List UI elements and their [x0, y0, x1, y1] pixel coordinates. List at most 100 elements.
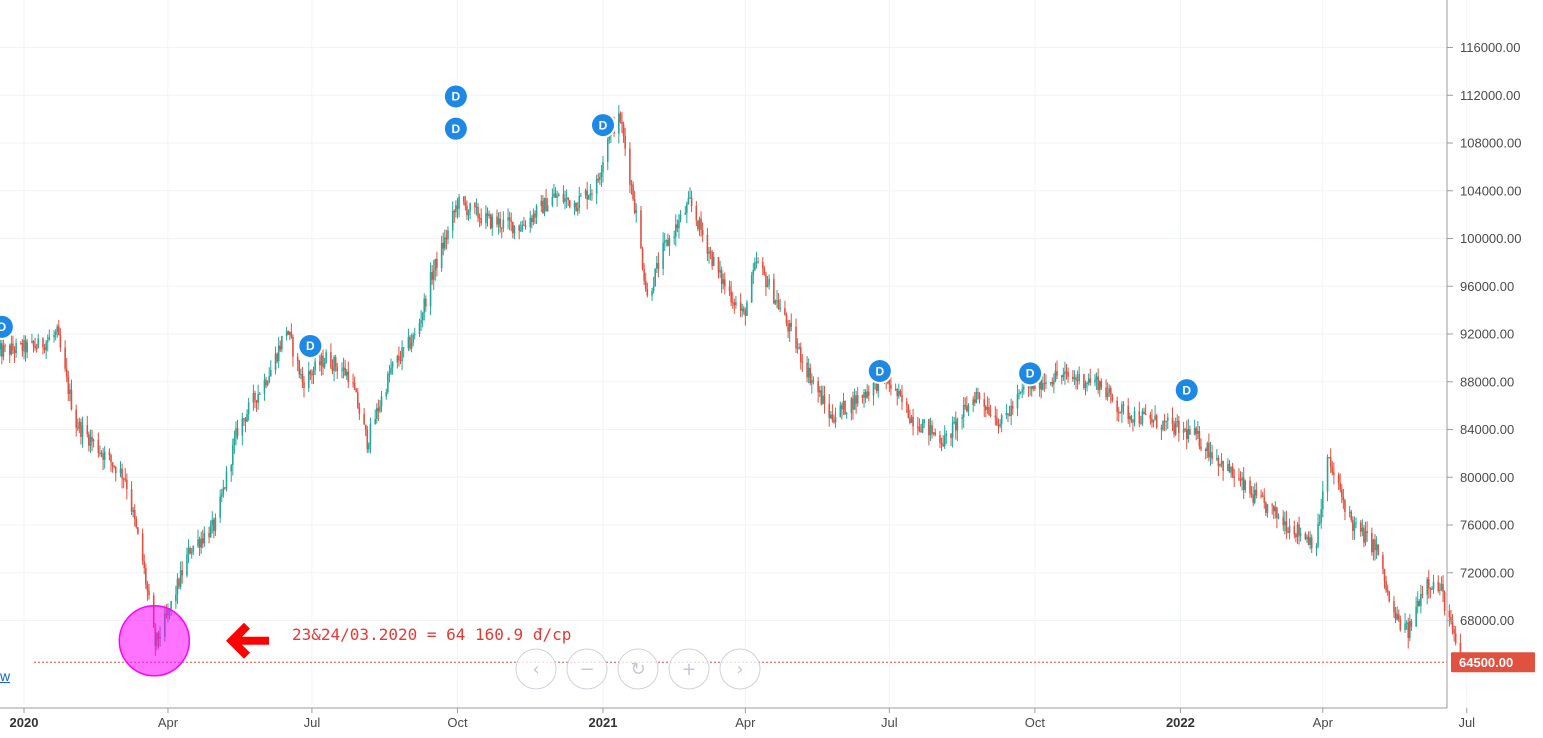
candle-body [872, 382, 875, 396]
candle-body [1011, 405, 1014, 409]
zoom-in-button[interactable]: + [668, 648, 710, 690]
candle-body [912, 416, 914, 427]
candle-body [491, 216, 494, 229]
candle-body [1140, 423, 1142, 425]
candle-body [89, 436, 92, 446]
candle-body [390, 367, 392, 374]
candle-body [65, 368, 68, 377]
candle-body [565, 197, 568, 199]
candle-body [379, 406, 381, 412]
candle-body [554, 193, 557, 198]
candle-body [1386, 590, 1389, 592]
candle-body [1187, 429, 1190, 439]
candle-body [201, 538, 204, 544]
candle-body [130, 489, 133, 512]
candle-body [1000, 415, 1003, 424]
candle-body [478, 217, 481, 219]
candle-body [396, 356, 399, 363]
candle-body [684, 212, 687, 215]
candle-body [1233, 476, 1236, 479]
candle-body [366, 429, 369, 450]
candle-body [497, 218, 500, 225]
candle-body [453, 211, 456, 213]
zoom-out-button[interactable]: − [566, 648, 608, 690]
candle-body [10, 343, 13, 355]
candle-body [296, 356, 299, 361]
dividend-marker: D [590, 112, 616, 139]
candle-body [496, 216, 498, 225]
candle-body [488, 214, 490, 217]
candle-body [643, 268, 645, 281]
scroll-left-button[interactable]: ‹ [515, 648, 557, 690]
candle-body [1321, 491, 1324, 510]
candle-body [1364, 531, 1367, 543]
marker-label: D [1182, 383, 1191, 397]
dividend-markers: D D D D D D D D [0, 83, 1200, 404]
candle-body [342, 367, 345, 371]
candle-body [1276, 507, 1278, 519]
nav-button-bg [668, 648, 710, 690]
candle-body [409, 336, 411, 349]
candle-body [557, 194, 560, 197]
candle-body [866, 391, 868, 398]
candle-body [241, 418, 244, 436]
candle-body [640, 210, 642, 249]
candle-body [100, 452, 103, 454]
marker-label: D [452, 90, 461, 104]
candle-body [1331, 466, 1334, 473]
candle-body [686, 203, 688, 213]
candle-body [985, 406, 987, 411]
candle-body [1333, 472, 1335, 475]
candle-body [178, 578, 180, 587]
candle-body [456, 205, 459, 209]
candle-body [1282, 517, 1285, 526]
candle-body [1296, 524, 1299, 538]
candle-body [1065, 371, 1068, 373]
candle-body [1132, 420, 1134, 423]
candle-body [1260, 495, 1262, 497]
candle-body [890, 384, 892, 389]
y-tick-label: 92000.00 [1460, 327, 1514, 342]
candle-body [58, 326, 60, 336]
candle-body [1128, 416, 1131, 420]
candle-body [1144, 413, 1147, 415]
candle-body [1310, 537, 1313, 548]
candle-body [973, 399, 976, 403]
candle-body [750, 275, 753, 303]
candle-body [42, 338, 44, 348]
marker-circle [444, 117, 467, 140]
candle-body [1023, 387, 1025, 390]
candle-body [8, 345, 11, 355]
candle-body [918, 426, 921, 431]
text-link-fragment[interactable]: w [0, 668, 11, 684]
candle-body [364, 424, 367, 430]
scroll-right-button[interactable]: › [719, 648, 761, 690]
last-price-tag-bg [1451, 652, 1535, 673]
candle-body [268, 376, 271, 383]
candle-body [418, 323, 421, 335]
candle-body [1056, 371, 1058, 376]
candle-body [356, 392, 359, 408]
candle-body [608, 135, 611, 140]
x-tick-label: Apr [735, 715, 756, 730]
candle-body [600, 172, 603, 178]
candle-body [175, 594, 177, 602]
candle-body [1087, 378, 1090, 383]
candle-body [1261, 495, 1264, 497]
candle-body [1416, 600, 1419, 607]
candle-body [480, 218, 482, 224]
x-tick-label: 2021 [589, 715, 618, 730]
candle-body [535, 205, 538, 218]
candle-body [708, 251, 710, 254]
reset-button[interactable]: ↻ [617, 648, 659, 690]
y-tick-label: 76000.00 [1460, 518, 1514, 533]
candle-body [867, 391, 870, 396]
candle-body [706, 234, 709, 254]
y-tick-label: 112000.00 [1460, 88, 1521, 103]
candle-body [1385, 580, 1387, 591]
candle-body [542, 200, 544, 214]
candle-body [1271, 504, 1273, 506]
candle-body [1421, 594, 1424, 596]
candle-body [700, 218, 702, 231]
candle-body [290, 332, 293, 337]
